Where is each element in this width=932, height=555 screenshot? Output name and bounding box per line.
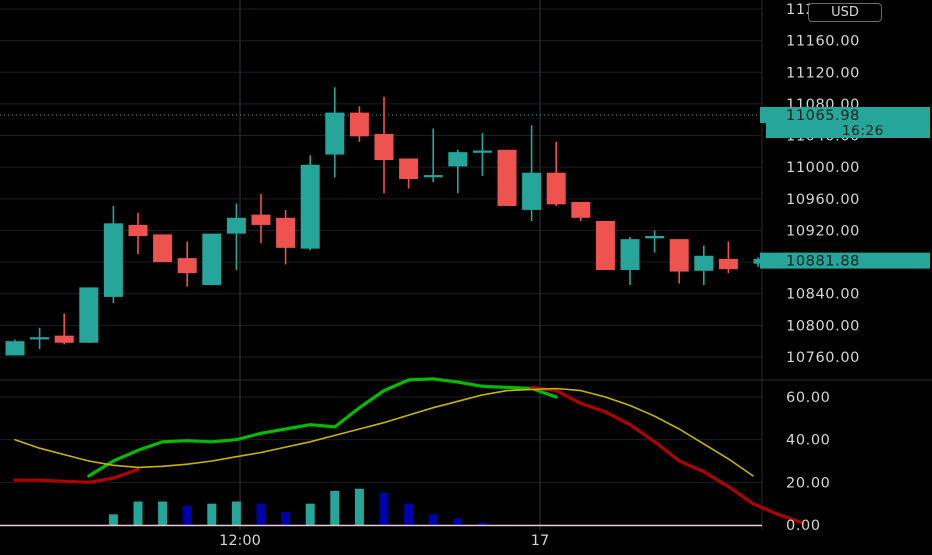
price-marker-label: 10881.88 [786, 254, 860, 270]
histogram-bar [453, 518, 463, 525]
candle-body [620, 239, 640, 270]
candle-body [472, 150, 492, 153]
candle-body [448, 152, 468, 167]
oscillator-line [13, 385, 804, 525]
countdown-box [766, 122, 930, 138]
candlestick-series [5, 87, 763, 356]
candle-body [349, 112, 369, 137]
candle-body [202, 233, 222, 286]
histogram-bar [330, 490, 340, 525]
candle-body [276, 217, 296, 248]
histogram-bar [379, 493, 389, 525]
candle-body [571, 201, 591, 218]
osc-tick-label: 40.00 [786, 433, 831, 449]
oscillator-line [14, 387, 754, 477]
histogram-bar [428, 514, 438, 525]
candle-body [103, 223, 123, 297]
time-tick-label: 17 [531, 533, 549, 549]
price-tick-label: 10920.00 [786, 223, 860, 239]
oscillator-line [87, 377, 558, 478]
candle-body [153, 234, 173, 263]
histogram-bar [281, 512, 291, 525]
price-tick-label: 10760.00 [786, 350, 860, 366]
osc-tick-label: 0.00 [786, 518, 821, 534]
currency-selector[interactable]: USD [808, 3, 882, 22]
histogram-bar [256, 503, 266, 525]
countdown-label: 16:26 [842, 123, 884, 139]
candle-body [5, 341, 25, 356]
price-marker-label: 11065.98 [786, 108, 860, 124]
partial-candle-body [753, 258, 763, 264]
candle-body [226, 217, 246, 234]
candle-body [30, 337, 50, 340]
candle-body [497, 149, 517, 206]
candle-body [54, 335, 74, 343]
candle-body [374, 133, 394, 161]
candle-body [300, 164, 320, 249]
candle-body [399, 158, 419, 180]
candle-body [423, 175, 443, 178]
candle-body [522, 172, 542, 210]
candle-body [128, 224, 148, 236]
histogram-bar [108, 514, 118, 525]
histogram-bar [231, 501, 241, 525]
histogram-bar [305, 503, 315, 525]
candle-body [546, 172, 566, 205]
price-tick-label: 10840.00 [786, 287, 860, 303]
price-tick-label: 10960.00 [786, 192, 860, 208]
price-tick-label: 11000.00 [786, 160, 860, 176]
histogram-bar [133, 501, 143, 525]
time-tick-label: 12:00 [219, 533, 261, 549]
candle-body [79, 287, 99, 343]
grid [0, 0, 932, 530]
histogram-bar [182, 505, 192, 525]
x-axis-labels: 12:00 17 [219, 533, 549, 549]
price-marker-box [760, 106, 930, 123]
price-tick-label: 11120.00 [786, 65, 860, 81]
histogram-bar [404, 503, 414, 525]
osc-tick-label: 60.00 [786, 390, 831, 406]
histogram-bar [354, 488, 364, 525]
candle-body [669, 239, 689, 272]
candle-body [595, 220, 615, 270]
candle-body [177, 258, 197, 274]
histogram-bar [158, 501, 168, 525]
candle-body [694, 255, 714, 271]
candle-body [718, 258, 738, 270]
histogram-bar [477, 522, 487, 525]
osc-tick-label: 20.00 [786, 475, 831, 491]
price-tick-label: 10800.00 [786, 318, 860, 334]
candle-body [645, 235, 665, 239]
oscillator-lines [13, 377, 804, 525]
histogram-bar [207, 503, 217, 525]
candle-body [251, 214, 271, 225]
price-tick-label: 11160.00 [786, 34, 860, 50]
price-marker-box [760, 252, 930, 269]
oscillator-histogram [0, 488, 762, 527]
candle-body [325, 112, 345, 155]
